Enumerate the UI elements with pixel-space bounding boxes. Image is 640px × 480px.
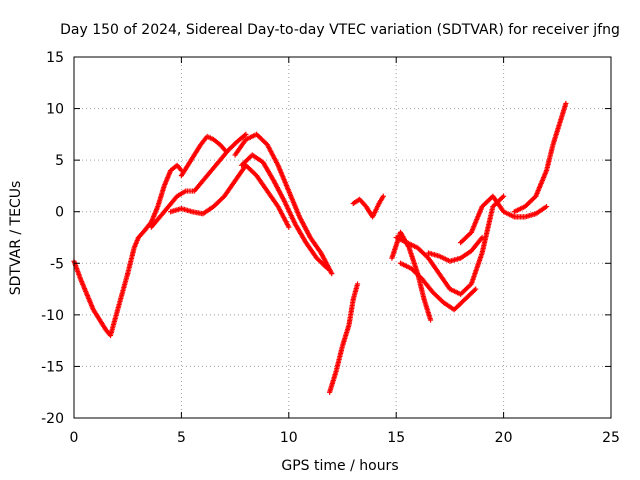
- y-tick-label: 0: [55, 205, 64, 221]
- plot-frame: [73, 56, 612, 419]
- series-arc-1: [71, 258, 131, 339]
- grid-lines: [74, 57, 611, 418]
- data-point: [286, 224, 292, 230]
- axis-ticks: 0 5 10 15 20 25 -20 -15 -10 -5 0 5 10 15: [41, 50, 620, 446]
- x-axis-label: GPS time / hours: [281, 458, 398, 474]
- data-point: [501, 193, 507, 199]
- data-point: [380, 193, 386, 199]
- series-arc-11: [393, 193, 507, 297]
- series-arc-5: [178, 133, 230, 179]
- data-point: [427, 317, 434, 323]
- data-point: [329, 271, 335, 277]
- series-arc-9: [350, 193, 386, 220]
- series-arc-8: [327, 281, 361, 395]
- x-tick-label: 0: [70, 430, 79, 446]
- data-point: [243, 131, 249, 137]
- data-points: [71, 100, 569, 395]
- data-point: [223, 149, 230, 155]
- y-tick-label: -10: [41, 308, 64, 324]
- x-tick-label: 20: [495, 430, 513, 446]
- series-arc-7: [238, 152, 331, 272]
- series-arc-3: [148, 131, 249, 230]
- data-point: [479, 234, 485, 241]
- series-arc-12: [397, 260, 479, 313]
- chart-title: Day 150 of 2024, Sidereal Day-to-day VTE…: [60, 22, 620, 38]
- series-arc-13: [425, 234, 485, 264]
- data-point: [354, 281, 361, 287]
- y-tick-label: -5: [50, 256, 64, 272]
- data-point: [473, 286, 479, 292]
- series-arc-4: [168, 162, 292, 230]
- series-arc-2: [125, 162, 184, 277]
- y-axis-label: SDTVAR / TECUs: [8, 181, 24, 296]
- data-point: [543, 203, 550, 210]
- data-point: [563, 100, 569, 107]
- data-point: [324, 265, 331, 272]
- x-tick-label: 25: [602, 430, 620, 446]
- y-tick-label: 15: [46, 50, 64, 66]
- series-arc-14: [458, 193, 550, 246]
- y-tick-label: -20: [41, 411, 64, 427]
- series-arc-10: [389, 229, 434, 323]
- y-tick-label: 10: [46, 102, 64, 118]
- x-tick-label: 5: [177, 430, 186, 446]
- series-arc-15: [511, 100, 569, 215]
- x-tick-label: 15: [387, 430, 405, 446]
- x-tick-label: 10: [280, 430, 298, 446]
- y-tick-label: -15: [41, 359, 64, 375]
- y-tick-label: 5: [55, 153, 64, 169]
